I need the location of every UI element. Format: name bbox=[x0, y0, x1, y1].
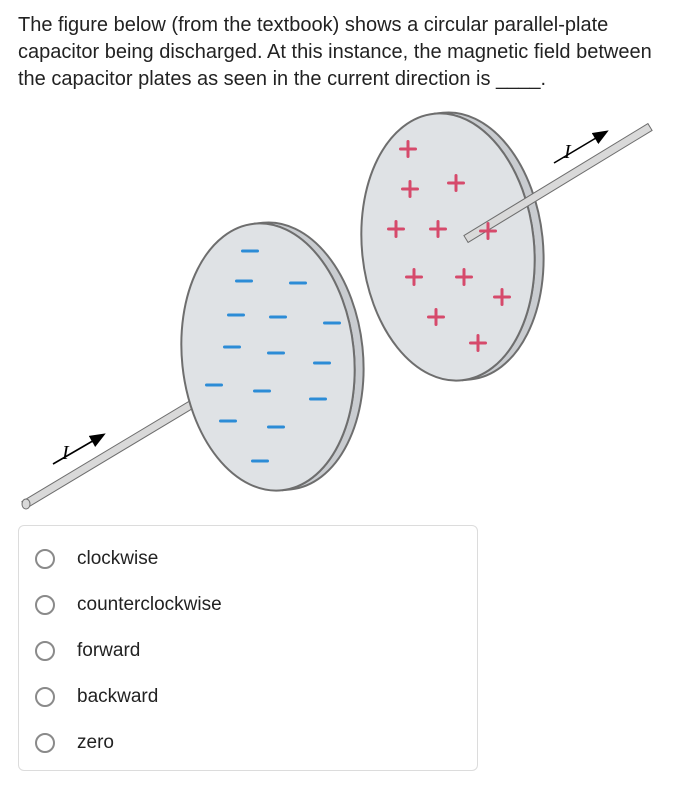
option-label: zero bbox=[77, 732, 114, 754]
option-label: clockwise bbox=[77, 548, 158, 570]
answer-options: clockwise counterclockwise forward backw… bbox=[18, 525, 478, 771]
option-zero[interactable]: zero bbox=[25, 720, 471, 766]
radio-icon bbox=[35, 595, 55, 615]
radio-icon bbox=[35, 733, 55, 753]
option-label: counterclockwise bbox=[77, 594, 222, 616]
option-counterclockwise[interactable]: counterclockwise bbox=[25, 582, 471, 628]
option-label: forward bbox=[77, 640, 140, 662]
svg-text:I: I bbox=[61, 442, 70, 464]
svg-text:I: I bbox=[563, 141, 572, 163]
option-backward[interactable]: backward bbox=[25, 674, 471, 720]
option-label: backward bbox=[77, 686, 158, 708]
option-clockwise[interactable]: clockwise bbox=[25, 536, 471, 582]
question-text: The figure below (from the textbook) sho… bbox=[18, 12, 667, 93]
capacitor-figure: II bbox=[18, 101, 658, 521]
radio-icon bbox=[35, 687, 55, 707]
radio-icon bbox=[35, 641, 55, 661]
capacitor-svg: II bbox=[18, 101, 658, 521]
option-forward[interactable]: forward bbox=[25, 628, 471, 674]
radio-icon bbox=[35, 549, 55, 569]
